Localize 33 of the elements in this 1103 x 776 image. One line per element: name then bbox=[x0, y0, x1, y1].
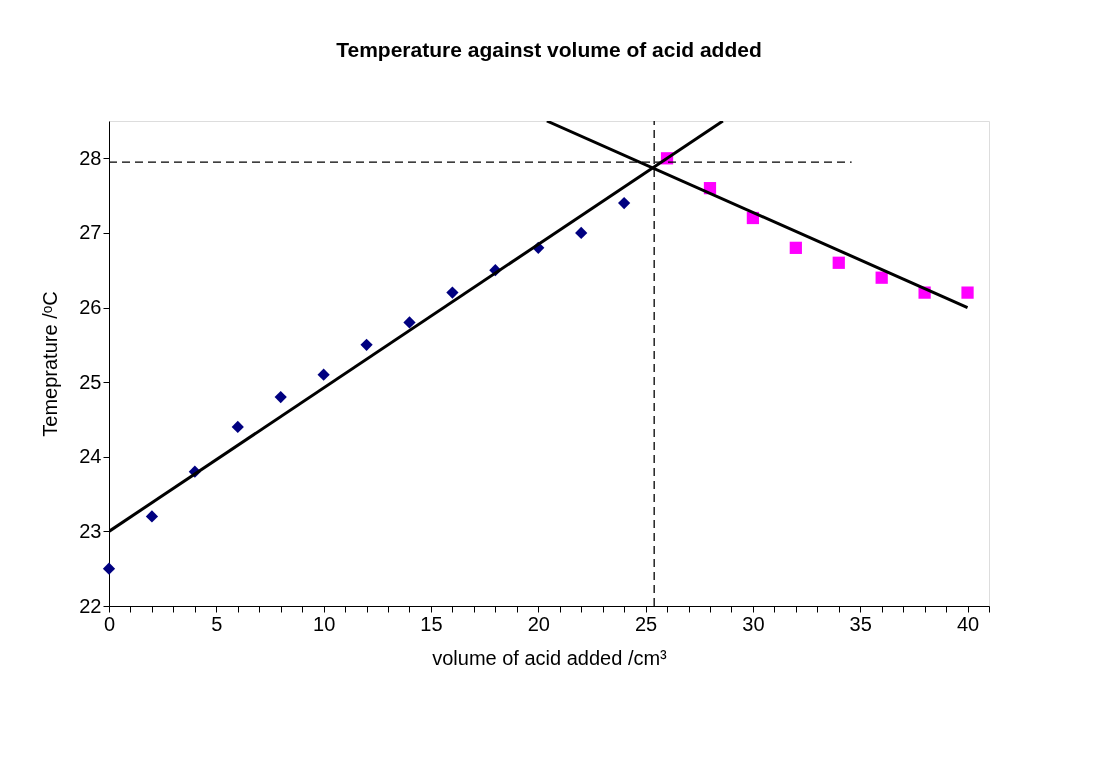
y-tick-label: 22 bbox=[79, 594, 102, 617]
y-tick-label: 28 bbox=[79, 146, 102, 169]
point bbox=[575, 226, 588, 240]
x-tick-label: 40 bbox=[956, 612, 980, 635]
point bbox=[102, 562, 116, 575]
point bbox=[789, 241, 802, 254]
y-tick-label: 24 bbox=[79, 445, 102, 468]
point bbox=[875, 271, 888, 284]
point bbox=[446, 286, 459, 299]
y-axis-title: Temeprature /ᵒC bbox=[39, 291, 62, 437]
point bbox=[145, 510, 159, 523]
chart-title: Temperature against volume of acid added bbox=[336, 38, 762, 61]
point bbox=[618, 196, 631, 210]
point bbox=[274, 390, 287, 404]
point bbox=[360, 338, 373, 351]
x-tick-label: 35 bbox=[849, 612, 872, 635]
x-tick-label: 20 bbox=[527, 612, 550, 635]
y-tick-label: 23 bbox=[79, 519, 102, 542]
y-tick-label: 25 bbox=[79, 370, 102, 393]
x-tick-label: 30 bbox=[742, 612, 765, 635]
point bbox=[317, 368, 330, 381]
x-tick-label: 10 bbox=[313, 612, 336, 635]
point bbox=[832, 256, 845, 269]
point bbox=[961, 286, 974, 299]
x-tick-label: 0 bbox=[103, 612, 116, 635]
point bbox=[231, 420, 244, 434]
x-axis-title: volume of acid added /cm³ bbox=[432, 646, 668, 669]
point bbox=[403, 316, 416, 329]
y-tick-label: 26 bbox=[79, 296, 102, 319]
y-tick-label: 27 bbox=[79, 221, 102, 244]
x-tick-label: 15 bbox=[420, 612, 443, 635]
x-tick-label: 5 bbox=[211, 612, 223, 635]
x-tick-label: 25 bbox=[634, 612, 658, 635]
